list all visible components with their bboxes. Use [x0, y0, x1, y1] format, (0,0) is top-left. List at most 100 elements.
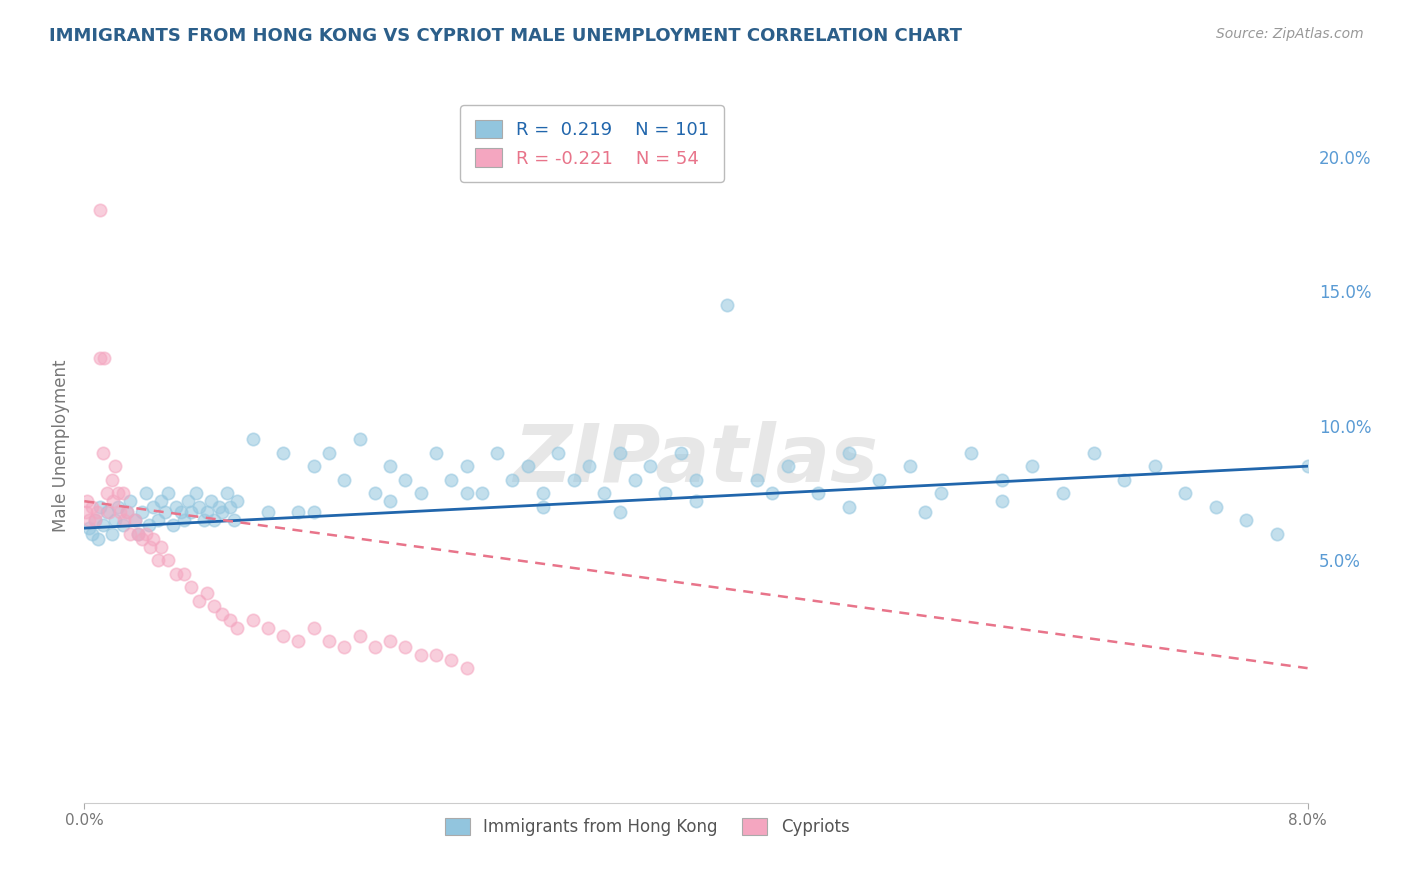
Point [103, 494, 125, 508]
Point [440, 653, 463, 667]
Point [80, 526, 103, 541]
Point [135, 526, 157, 541]
Text: ZIPatlas: ZIPatlas [513, 421, 879, 500]
Point [89, 203, 111, 218]
Point [531, 486, 554, 500]
Point [111, 518, 134, 533]
Point [287, 505, 309, 519]
Point [120, 526, 142, 541]
Point [409, 648, 432, 662]
Point [349, 629, 371, 643]
Point [211, 505, 233, 519]
Point [638, 459, 661, 474]
Point [226, 494, 249, 508]
Point [531, 500, 554, 514]
Point [195, 586, 218, 600]
Point [547, 446, 569, 460]
Point [111, 486, 134, 500]
Point [578, 459, 600, 474]
Point [807, 486, 830, 500]
Point [609, 505, 631, 519]
Point [77, 513, 100, 527]
Point [318, 634, 340, 648]
Point [1236, 513, 1258, 527]
Point [157, 553, 180, 567]
Point [226, 621, 249, 635]
Point [120, 494, 142, 508]
Point [929, 486, 952, 500]
Point [93, 351, 115, 366]
Point [104, 513, 127, 527]
Point [425, 446, 447, 460]
Point [333, 473, 356, 487]
Point [193, 513, 215, 527]
Point [155, 505, 177, 519]
Point [271, 629, 294, 643]
Text: Source: ZipAtlas.com: Source: ZipAtlas.com [1216, 27, 1364, 41]
Point [115, 505, 138, 519]
Point [124, 513, 146, 527]
Point [180, 580, 202, 594]
Point [456, 661, 478, 675]
Point [364, 486, 387, 500]
Point [685, 473, 707, 487]
Point [562, 473, 585, 487]
Point [747, 473, 769, 487]
Point [173, 566, 195, 581]
Point [146, 513, 169, 527]
Point [107, 500, 129, 514]
Point [333, 640, 356, 654]
Point [101, 473, 124, 487]
Point [170, 505, 193, 519]
Point [218, 500, 240, 514]
Text: IMMIGRANTS FROM HONG KONG VS CYPRIOT MALE UNEMPLOYMENT CORRELATION CHART: IMMIGRANTS FROM HONG KONG VS CYPRIOT MAL… [49, 27, 962, 45]
Point [409, 486, 432, 500]
Point [302, 505, 325, 519]
Point [776, 459, 799, 474]
Point [242, 432, 264, 446]
Point [380, 634, 402, 648]
Point [1205, 500, 1227, 514]
Point [1083, 446, 1105, 460]
Point [104, 459, 127, 474]
Point [1021, 459, 1043, 474]
Point [1114, 473, 1136, 487]
Point [302, 621, 325, 635]
Point [124, 513, 146, 527]
Point [991, 473, 1014, 487]
Point [142, 500, 165, 514]
Point [1265, 526, 1288, 541]
Point [131, 505, 153, 519]
Point [1143, 459, 1166, 474]
Point [86, 505, 108, 519]
Point [89, 500, 111, 514]
Point [202, 513, 225, 527]
Point [77, 521, 100, 535]
Point [685, 494, 707, 508]
Y-axis label: Male Unemployment: Male Unemployment [52, 359, 70, 533]
Point [593, 486, 616, 500]
Point [502, 473, 524, 487]
Point [127, 526, 149, 541]
Point [898, 459, 921, 474]
Point [177, 494, 200, 508]
Point [75, 505, 97, 519]
Point [1296, 459, 1319, 474]
Point [195, 505, 218, 519]
Point [654, 486, 676, 500]
Point [127, 526, 149, 541]
Point [224, 513, 246, 527]
Point [149, 540, 172, 554]
Point [257, 621, 280, 635]
Point [96, 486, 118, 500]
Point [188, 500, 211, 514]
Point [157, 486, 180, 500]
Point [394, 640, 416, 654]
Point [380, 459, 402, 474]
Point [516, 459, 538, 474]
Point [838, 446, 860, 460]
Point [135, 486, 157, 500]
Point [287, 634, 309, 648]
Point [486, 446, 509, 460]
Point [188, 594, 211, 608]
